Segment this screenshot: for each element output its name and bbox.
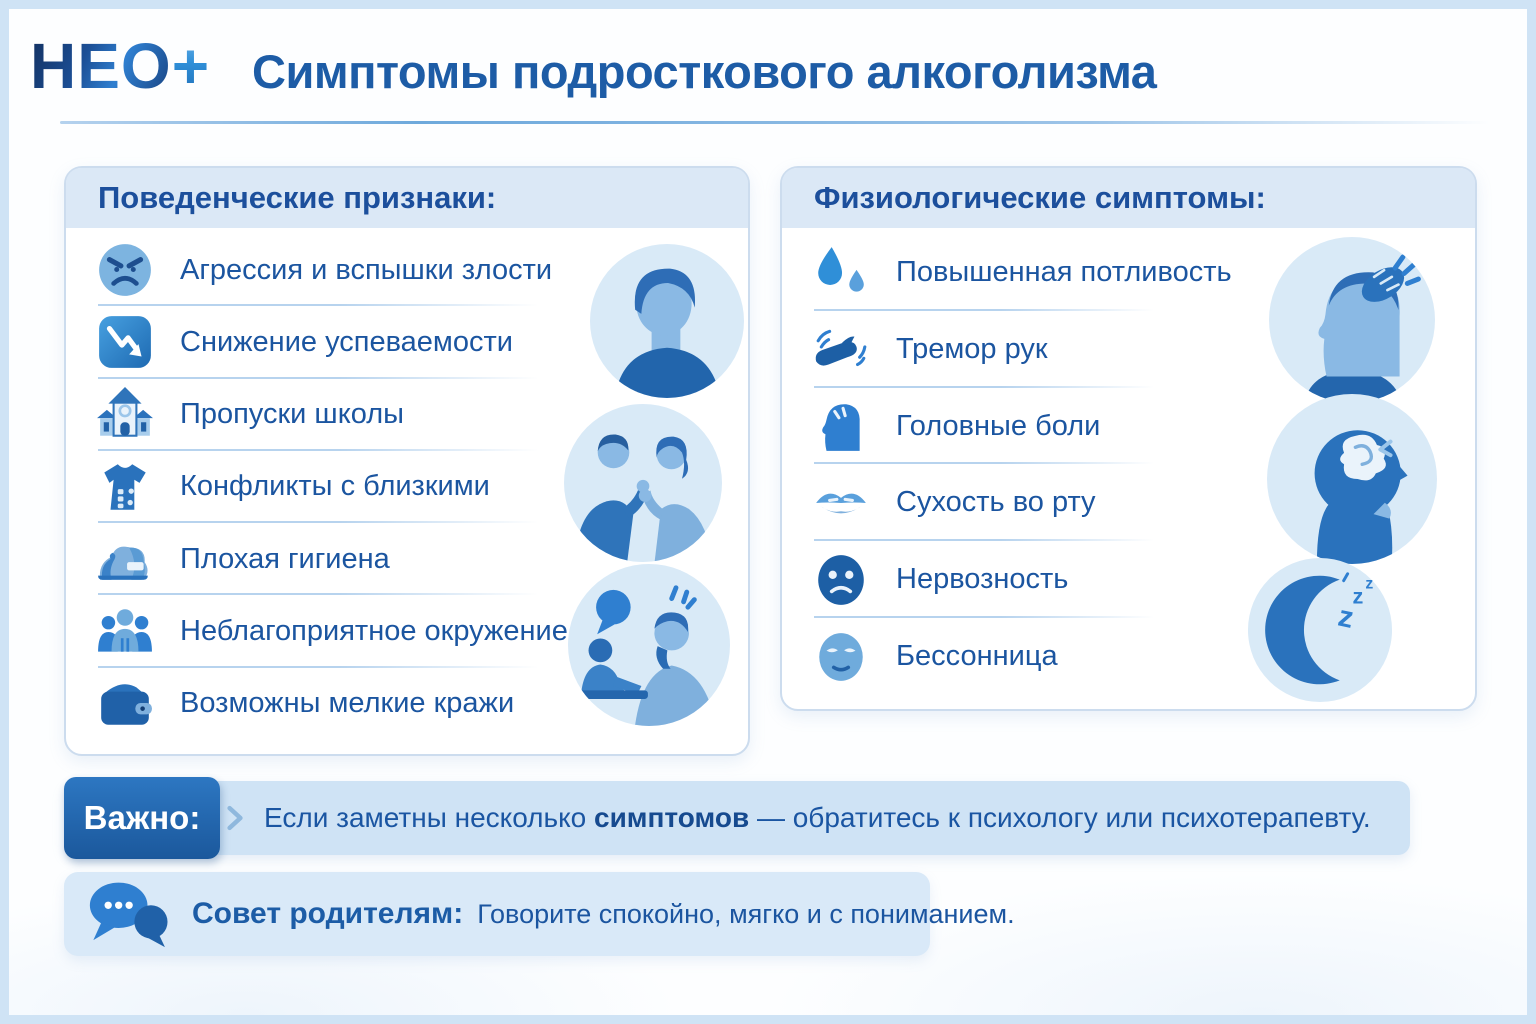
- physiological-list: Повышенная потливость Тремор рук Головны…: [782, 230, 1475, 703]
- headache-person-illustration: [1269, 237, 1435, 403]
- physiological-panel: Физиологические симптомы: Повышенная пот…: [780, 166, 1477, 711]
- list-item-label: Тремор рук: [896, 332, 1048, 365]
- list-item-label: Нервозность: [896, 563, 1069, 596]
- advice-text: Говорите спокойно, мягко и с пониманием.: [477, 898, 1015, 929]
- declining-chart-icon: [96, 313, 154, 371]
- advice-banner: Совет родителям: Говорите спокойно, мягк…: [64, 872, 1015, 956]
- list-item-label: Агрессия и вспышки злости: [180, 253, 553, 286]
- svg-text:z: z: [1335, 600, 1356, 635]
- people-group-icon: [96, 603, 154, 661]
- list-item: Головные боли: [812, 388, 1252, 465]
- svg-text:z: z: [1365, 576, 1373, 593]
- list-item: Сухость во рту: [812, 464, 1252, 542]
- list-item: Бессонница: [812, 618, 1252, 695]
- angry-face-icon: [96, 241, 154, 299]
- behavioral-list: Агрессия и вспышки злости Снижение успев…: [66, 230, 748, 748]
- svg-text:z: z: [1353, 583, 1364, 608]
- list-item-label: Возможны мелкие кражи: [180, 687, 515, 720]
- sweat-drops-icon: [812, 243, 870, 301]
- important-text-after: — обратитесь к психологу или психотерапе…: [749, 802, 1371, 833]
- behavioral-heading: Поведенческие признаки:: [66, 168, 748, 230]
- list-item: Неблагоприятное окружение: [96, 595, 616, 668]
- header-divider: [60, 121, 1490, 124]
- important-text-before: Если заметны несколько: [264, 802, 595, 833]
- list-item: Плохая гигиена: [96, 523, 616, 596]
- list-item: Пропуски школы: [96, 379, 616, 452]
- list-item-label: Снижение успеваемости: [180, 325, 513, 358]
- advice-label: Совет родителям:: [192, 897, 464, 930]
- school-icon: [96, 386, 154, 444]
- wallet-icon: [96, 675, 154, 733]
- list-item: Нервозность: [812, 541, 1252, 618]
- list-item-label: Повышенная потливость: [896, 255, 1232, 288]
- logo-text: НЕО: [30, 30, 172, 102]
- headache-head-icon: [812, 397, 870, 455]
- page-title: Симптомы подросткового алкоголизма: [252, 45, 1157, 98]
- chevron-right-icon: [226, 803, 244, 833]
- sleepless-face-icon: [812, 628, 870, 686]
- list-item: Возможны мелкие кражи: [96, 668, 616, 740]
- list-item-label: Плохая гигиена: [180, 542, 390, 575]
- chat-bubbles-icon: [82, 876, 178, 952]
- list-item-label: Конфликты с близкими: [180, 470, 490, 503]
- list-item: Агрессия и вспышки злости: [96, 234, 616, 307]
- arguing-couple-illustration: [564, 404, 722, 562]
- parent-child-talk-illustration: [568, 564, 730, 726]
- logo-plus-icon: +: [171, 30, 211, 102]
- physiological-heading: Физиологические симптомы:: [782, 168, 1475, 230]
- important-text-bold: симптомов: [594, 802, 750, 833]
- trembling-hand-icon: [812, 320, 870, 378]
- teen-profile-illustration: [590, 244, 744, 398]
- behavioral-panel: Поведенческие признаки: Агрессия и вспыш…: [64, 166, 750, 756]
- brain-head-illustration: [1267, 394, 1437, 564]
- list-item: Тремор рук: [812, 311, 1252, 388]
- list-item-label: Бессонница: [896, 640, 1058, 673]
- list-item-label: Пропуски школы: [180, 398, 404, 431]
- neo-plus-logo: НЕО+: [30, 34, 210, 98]
- list-item-label: Сухость во рту: [896, 486, 1096, 519]
- list-item: Конфликты с близкими: [96, 451, 616, 524]
- worried-face-icon: [812, 551, 870, 609]
- important-text: Если заметны несколько симптомов — обрат…: [264, 802, 1371, 834]
- list-item-label: Головные боли: [896, 409, 1101, 442]
- tshirt-icon: [96, 458, 154, 516]
- laundry-pile-icon: [96, 530, 154, 588]
- list-item-label: Неблагоприятное окружение: [180, 615, 568, 648]
- important-tag: Важно:: [64, 777, 220, 859]
- dry-lips-icon: [812, 474, 870, 532]
- important-banner: Важно: Если заметны несколько симптомов …: [64, 777, 1410, 859]
- list-item: Повышенная потливость: [812, 234, 1252, 311]
- list-item: Снижение успеваемости: [96, 306, 616, 379]
